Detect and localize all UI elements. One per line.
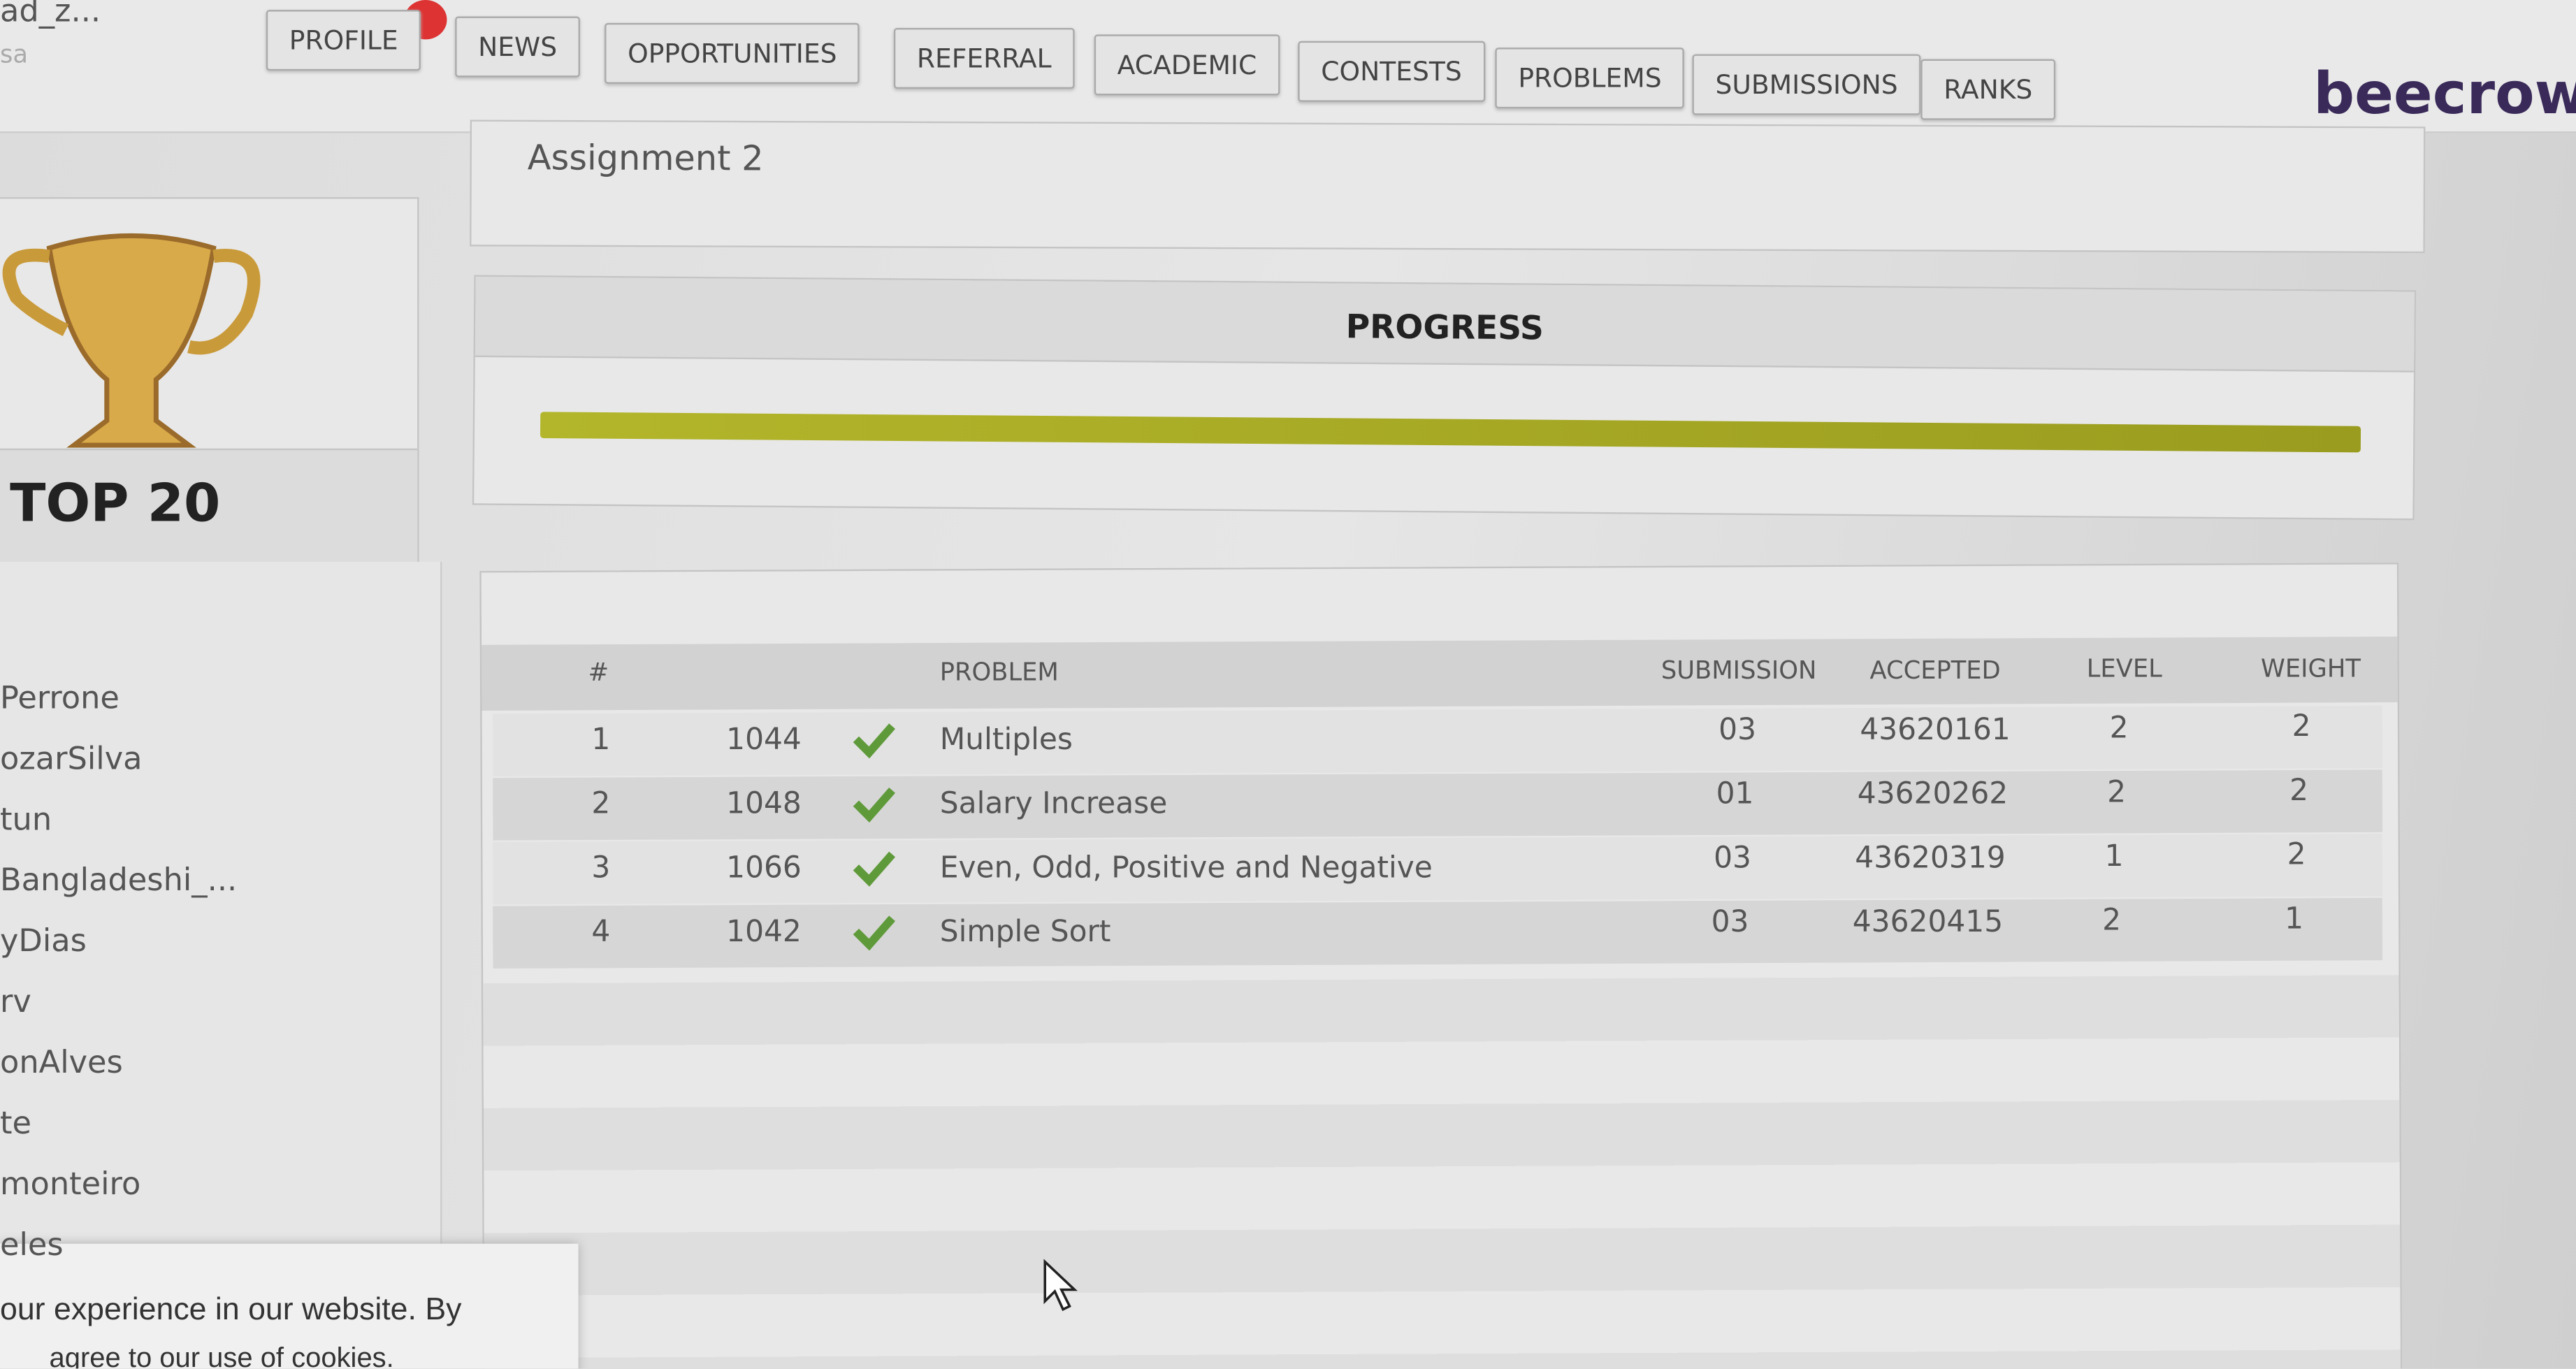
problem-name[interactable]: Even, Odd, Positive and Negative <box>939 850 1433 886</box>
table-cell: 2 <box>2102 904 2122 939</box>
accepted-check <box>851 912 897 951</box>
table-cell: 3 <box>591 850 611 886</box>
user-name: ad_z... <box>0 0 101 30</box>
table-cell: 1048 <box>726 787 802 822</box>
nav-button[interactable]: NEWS <box>455 16 581 78</box>
table-cell: 1 <box>2285 902 2303 937</box>
cookie-text: agree to our use of cookies. <box>49 1342 394 1369</box>
table-cell: 01 <box>1716 777 1754 812</box>
progress-bar <box>540 412 2361 453</box>
cookie-banner: our experience in our website. By agree … <box>0 1243 579 1369</box>
table-cell: 1 <box>2104 839 2124 874</box>
nav-button[interactable]: PROBLEMS <box>1495 47 1685 108</box>
ranking-name[interactable]: onAlves <box>0 1045 123 1081</box>
table-cell: 1044 <box>726 723 802 758</box>
column-header: PROBLEM <box>939 656 1059 686</box>
column-header: ACCEPTED <box>1869 654 2001 685</box>
top20-title: TOP 20 <box>10 471 221 535</box>
accepted-check <box>851 720 897 759</box>
table-cell: 1042 <box>726 915 802 950</box>
brand[interactable]: beecrowd <box>2313 62 2576 129</box>
trophy-icon <box>2 233 261 448</box>
table-empty-rows <box>483 975 2401 1369</box>
table-cell: 03 <box>1718 713 1756 748</box>
nav-button[interactable]: RANKS <box>1920 59 2056 121</box>
nav-button[interactable]: CONTESTS <box>1298 41 1485 102</box>
nav-button[interactable]: OPPORTUNITIES <box>605 22 860 83</box>
progress-panel: PROGRESS <box>472 275 2417 521</box>
mouse-cursor <box>1043 1259 1078 1312</box>
ranking-name[interactable]: rv <box>0 984 31 1020</box>
top20-panel: TOP 20 <box>0 197 419 565</box>
table-cell: 1 <box>591 723 611 758</box>
top20-header <box>0 448 418 565</box>
nav-button[interactable]: ACADEMIC <box>1094 34 1280 96</box>
ranking-name[interactable]: tun <box>0 802 52 839</box>
nav-button[interactable]: REFERRAL <box>893 28 1075 89</box>
table-cell: 43620415 <box>1852 904 2004 939</box>
ranking-name[interactable]: te <box>0 1106 31 1142</box>
column-header: # <box>588 657 609 687</box>
table-cell: 2 <box>591 787 611 822</box>
cookie-text: our experience in our website. By <box>0 1293 462 1328</box>
problem-name[interactable]: Salary Increase <box>939 787 1168 822</box>
column-header: SUBMISSION <box>1660 655 1817 686</box>
ranking-name[interactable]: monteiro <box>0 1166 141 1203</box>
ranking-name[interactable]: eles <box>0 1227 64 1263</box>
user-sub: sa <box>0 39 29 69</box>
problem-name[interactable]: Simple Sort <box>939 915 1111 950</box>
problem-name[interactable]: Multiples <box>939 723 1073 758</box>
ranking-name[interactable]: yDias <box>0 923 87 959</box>
table-cell: 2 <box>2289 774 2309 809</box>
ranking-name[interactable]: Bangladeshi_... <box>0 862 238 899</box>
ranking-name[interactable]: Perrone <box>0 680 120 717</box>
assignment-title: Assignment 2 <box>527 138 764 179</box>
table-cell: 2 <box>2107 775 2127 811</box>
ranking-name[interactable]: ozarSilva <box>0 741 143 778</box>
column-header: WEIGHT <box>2260 653 2361 683</box>
nav-button[interactable]: SUBMISSIONS <box>1692 53 1921 115</box>
table-cell: 2 <box>2292 710 2311 745</box>
table-cell: 43620161 <box>1860 712 2011 747</box>
accepted-check <box>851 848 897 887</box>
table-cell: 03 <box>1711 905 1749 941</box>
table-cell: 43620319 <box>1855 840 2006 876</box>
assignment-panel: Assignment 2 <box>470 119 2426 254</box>
column-header: LEVEL <box>2086 653 2162 684</box>
accepted-check <box>851 783 897 823</box>
table-cell: 03 <box>1714 841 1751 876</box>
table-cell: 43620262 <box>1857 776 2009 811</box>
nav-button[interactable]: PROFILE <box>266 10 421 71</box>
table-cell: 2 <box>2109 711 2129 746</box>
table-cell: 4 <box>591 915 611 950</box>
table-cell: 1066 <box>726 850 802 886</box>
table-cell: 2 <box>2287 838 2306 874</box>
sidebar-list <box>0 562 442 1369</box>
